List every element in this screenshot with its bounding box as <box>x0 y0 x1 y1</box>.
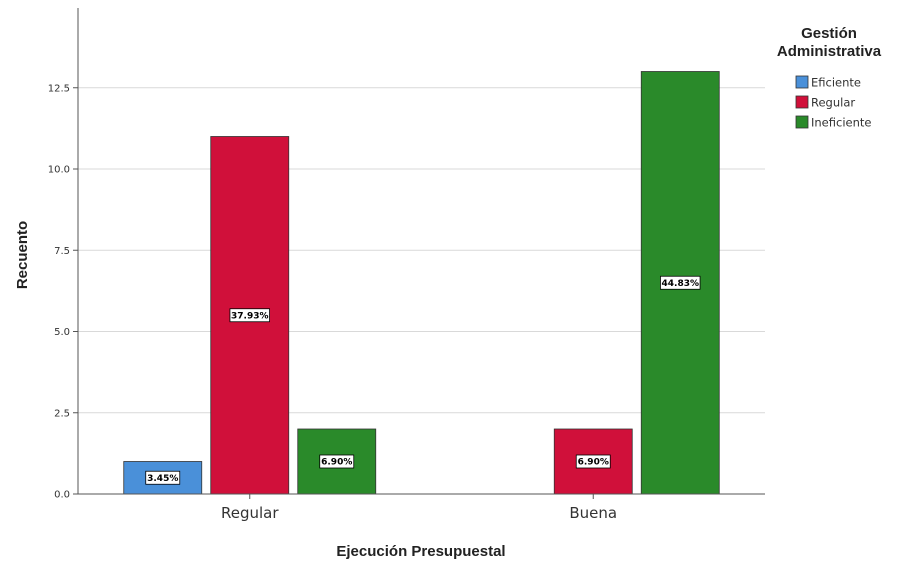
data-label: 6.90% <box>321 458 352 468</box>
data-label: 44.83% <box>662 279 700 289</box>
legend: Gestión Administrativa Eficiente Regular I… <box>777 25 882 130</box>
legend-title-line-1: Gestión <box>801 25 857 42</box>
y-axis-title: Recuento <box>14 221 31 289</box>
x-category-label: Regular <box>221 504 279 522</box>
y-tick-label: 7.5 <box>54 246 70 257</box>
data-label: 37.93% <box>231 311 269 321</box>
data-label: 6.90% <box>578 458 609 468</box>
data-label-box <box>660 275 701 290</box>
legend-title-line-2: Administrativa <box>777 43 882 60</box>
legend-swatch-ineficiente <box>795 115 809 129</box>
legend-swatch-regular <box>795 95 809 109</box>
y-tick-label: 12.5 <box>48 83 70 94</box>
y-axis-ticks: 0.0 2.5 5.0 7.5 10.0 12.5 <box>48 83 78 501</box>
data-label: 3.45% <box>147 474 178 484</box>
y-tick-label: 0.0 <box>54 490 70 501</box>
y-tick-label: 2.5 <box>54 408 70 419</box>
x-category-label: Buena <box>569 504 617 522</box>
data-label-box <box>229 308 270 323</box>
y-tick-label: 5.0 <box>54 327 70 338</box>
data-label-box <box>575 454 611 469</box>
legend-swatch-eficiente <box>795 75 809 89</box>
x-axis-categories: Regular Buena <box>221 494 617 522</box>
data-label-box <box>145 470 181 485</box>
data-label-box <box>319 454 355 469</box>
x-axis-title: Ejecución Presupuestal <box>336 543 505 560</box>
data-labels: 3.45% 37.93% 6.90% 6.90% 44.83% <box>145 275 701 485</box>
legend-label-eficiente: Eficiente <box>811 76 861 90</box>
legend-label-regular: Regular <box>811 96 855 110</box>
y-tick-label: 10.0 <box>48 165 70 176</box>
bars <box>123 71 720 495</box>
legend-label-ineficiente: Ineficiente <box>811 116 871 130</box>
legend-items: Eficiente Regular Ineficiente <box>795 75 871 130</box>
